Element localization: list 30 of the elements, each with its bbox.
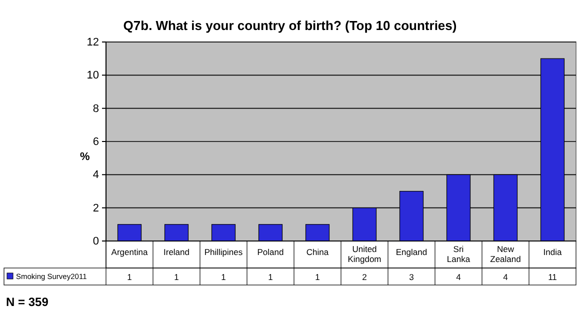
x-tick-label: New Zealand	[490, 244, 522, 264]
y-tick-label: 2	[92, 202, 99, 214]
data-label: 1	[315, 272, 320, 282]
y-axis-title: %	[80, 151, 90, 163]
text: N = 359	[6, 295, 49, 309]
x-tick-label: Phillipines	[204, 247, 243, 257]
data-label: 4	[456, 272, 462, 282]
x-tick-label: India	[543, 247, 562, 257]
y-tick-label: 8	[92, 102, 99, 115]
data-label: 3	[409, 272, 414, 282]
x-tick-label: Ireland	[164, 247, 190, 257]
x-tick-label: Sri Lanka	[446, 244, 470, 264]
y-tick-label: 4	[92, 169, 99, 182]
x-tick-label: Poland	[257, 247, 284, 257]
data-label: 11	[548, 272, 558, 282]
data-label: 1	[174, 272, 180, 282]
data-label: 4	[503, 272, 508, 282]
y-tick-label: 6	[92, 136, 99, 148]
data-label: 1	[127, 272, 132, 282]
y-tick-label: 10	[86, 70, 99, 82]
x-tick-label: China	[306, 247, 329, 257]
data-label: 2	[362, 272, 368, 282]
x-tick-label: United Kingdom	[348, 244, 382, 264]
x-tick-label: Argentina	[111, 247, 148, 257]
y-tick-label: 12	[86, 36, 99, 49]
chart-title: Q7b. What is your country of birth? (Top 10 countries)	[123, 18, 457, 33]
y-tick-label: 0	[92, 236, 99, 248]
x-tick-label: England	[396, 247, 428, 257]
data-label: 1	[268, 272, 274, 282]
data-label: 1	[221, 272, 226, 282]
